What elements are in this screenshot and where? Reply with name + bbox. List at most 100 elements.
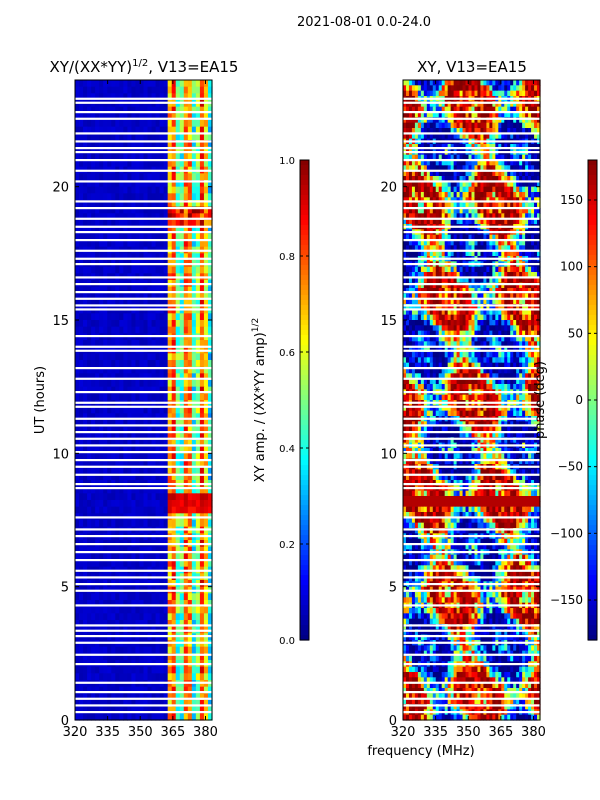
amplitude-heatmap-cell [151, 193, 157, 201]
amplitude-heatmap-cell [155, 186, 161, 194]
phase-heatmap-cell [411, 245, 416, 252]
amplitude-heatmap-cell [171, 326, 177, 334]
phase-heatmap-cell [459, 234, 464, 241]
phase-heatmap-cell [435, 154, 440, 161]
amplitude-heatmap-cell [183, 473, 189, 481]
phase-heatmap-cell [414, 234, 419, 241]
amplitude-heatmap-cell [75, 646, 80, 654]
amplitude-heatmap-cell [147, 293, 153, 301]
amplitude-heatmap-cell [147, 366, 153, 374]
amplitude-heatmap-cell [131, 706, 137, 714]
amplitude-heatmap-cell [179, 213, 185, 221]
flagged-row [75, 147, 212, 150]
amplitude-heatmap-cell [99, 593, 104, 601]
amplitude-heatmap-cell [167, 106, 173, 114]
amplitude-heatmap-cell [135, 420, 141, 428]
phase-heatmap-cell [537, 197, 541, 204]
amplitude-heatmap-cell [195, 700, 201, 708]
colorbar-step [300, 475, 309, 481]
phase-heatmap-cell [441, 192, 446, 198]
amplitude-heatmap-cell [119, 140, 124, 148]
amplitude-heatmap-cell [103, 440, 108, 448]
amplitude-heatmap-cell [199, 613, 205, 621]
amplitude-heatmap-cell [95, 426, 100, 434]
amplitude-heatmap-cell [79, 453, 84, 461]
amplitude-heatmap-cell [175, 173, 181, 181]
amplitude-heatmap-cell [167, 686, 173, 694]
amplitude-heatmap-cell [99, 446, 104, 454]
amplitude-heatmap-cell [167, 186, 173, 194]
amplitude-heatmap-cell [111, 146, 116, 154]
amplitude-heatmap-cell [183, 413, 189, 421]
amplitude-heatmap-cell [107, 546, 112, 554]
amplitude-heatmap-cell [131, 653, 137, 661]
amplitude-heatmap-cell [175, 320, 181, 328]
amplitude-heatmap-cell [107, 80, 112, 88]
phase-heatmap-cell [510, 133, 514, 140]
phase-heatmap-cell [531, 80, 535, 86]
amplitude-heatmap-cell [99, 673, 104, 681]
phase-heatmap-cell [498, 240, 502, 246]
amplitude-heatmap-cell [207, 153, 213, 161]
amplitude-heatmap-cell [195, 253, 201, 261]
amplitude-heatmap-cell [159, 113, 165, 121]
phase-heatmap-cell [456, 128, 461, 134]
amplitude-heatmap-cell [83, 133, 88, 141]
amplitude-heatmap-cell [103, 133, 108, 141]
amplitude-heatmap-cell [159, 86, 165, 94]
phase-heatmap-cell [516, 234, 520, 241]
phase-heatmap-cell [465, 133, 470, 140]
phase-heatmap-cell [525, 186, 529, 193]
amplitude-heatmap-cell [175, 520, 181, 528]
amplitude-heatmap-cell [127, 266, 133, 274]
amplitude-heatmap-cell [75, 433, 80, 441]
phase-heatmap-cell [432, 133, 437, 140]
amplitude-heatmap-cell [203, 673, 209, 681]
amplitude-heatmap-cell [151, 173, 157, 181]
amplitude-heatmap-cell [203, 593, 209, 601]
amplitude-heatmap-cell [87, 393, 92, 401]
phase-heatmap-cell [522, 218, 526, 225]
phase-heatmap-cell [477, 181, 482, 188]
phase-heatmap-cell [489, 197, 493, 204]
amplitude-heatmap-cell [87, 340, 92, 348]
amplitude-heatmap-cell [199, 473, 205, 481]
amplitude-heatmap-cell [187, 140, 193, 148]
amplitude-heatmap-cell [159, 493, 165, 501]
amplitude-heatmap-cell [123, 253, 128, 261]
amplitude-heatmap-cell [159, 233, 165, 241]
amplitude-heatmap-cell [91, 93, 96, 101]
phase-heatmap-cell [501, 181, 505, 188]
amplitude-heatmap-cell [131, 253, 137, 261]
amplitude-heatmap-cell [187, 593, 193, 601]
phase-heatmap-cell [501, 197, 505, 204]
phase-heatmap-cell [483, 133, 487, 140]
amplitude-heatmap-cell [179, 406, 185, 414]
phase-heatmap-cell [438, 202, 443, 209]
amplitude-heatmap-cell [179, 160, 185, 168]
amplitude-heatmap-cell [203, 133, 209, 141]
phase-heatmap-cell [504, 208, 508, 214]
amplitude-heatmap-cell [163, 320, 169, 328]
amplitude-heatmap-cell [195, 546, 201, 554]
amplitude-heatmap-cell [79, 360, 84, 368]
phase-heatmap-cell [450, 170, 455, 177]
amplitude-heatmap-cell [155, 193, 161, 201]
amplitude-heatmap-cell [75, 120, 80, 128]
phase-heatmap-cell [495, 106, 499, 113]
phase-heatmap-cell [513, 186, 517, 193]
amplitude-heatmap-cell [179, 326, 185, 334]
amplitude-heatmap-cell [151, 266, 157, 274]
phase-heatmap-cell [429, 170, 434, 177]
phase-heatmap-cell [453, 85, 458, 92]
amplitude-heatmap-cell [203, 86, 209, 94]
phase-heatmap-cell [510, 176, 514, 182]
amplitude-heatmap-cell [171, 653, 177, 661]
phase-heatmap-cell [480, 192, 485, 198]
amplitude-heatmap-cell [95, 613, 100, 621]
amplitude-heatmap-cell [151, 553, 157, 561]
amplitude-heatmap-cell [131, 606, 137, 614]
amplitude-heatmap-cell [195, 413, 201, 421]
amplitude-heatmap-cell [163, 453, 169, 461]
amplitude-heatmap-cell [135, 713, 141, 721]
